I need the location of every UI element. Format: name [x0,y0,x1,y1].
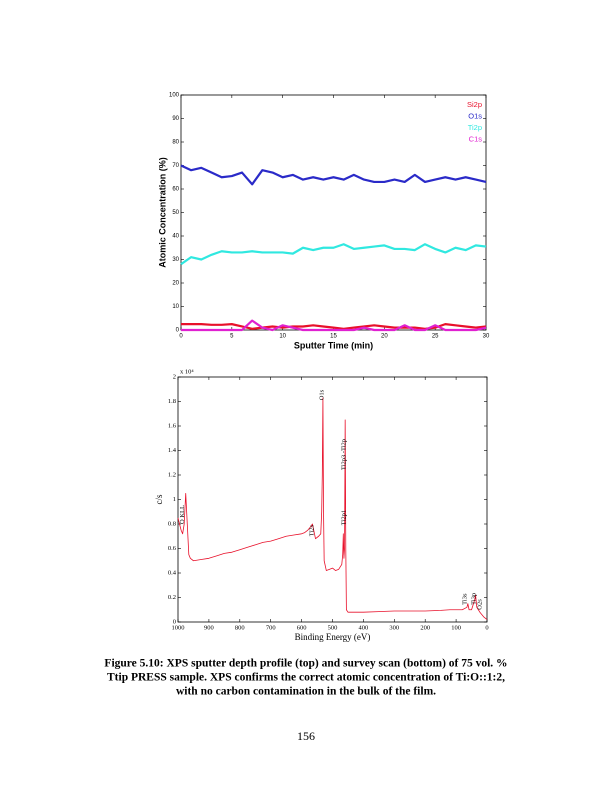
y-tick-label: 0.2 [168,594,176,601]
x-tick-label: 30 [483,334,490,340]
data-line [177,397,488,620]
y-tick-label: 1 [173,496,176,503]
legend-label: Ti2p [468,123,482,132]
data-line [180,164,487,186]
axis-multiplier: x 10⁴ [180,368,194,375]
x-tick-label: 10 [279,334,286,340]
y-tick-label: 0 [173,618,176,625]
caption-line: with no carbon contamination in the bulk… [176,686,436,698]
x-tick-label: 20 [381,334,388,340]
y-tick-label: 1.6 [168,422,177,429]
y-tick-label: 0.4 [168,569,177,576]
data-line [181,323,487,330]
legend-label: C1s [469,134,483,143]
peak-label: O2s [476,599,483,610]
y-axis-label: c/s [154,494,164,504]
y-axis-label: Atomic Concentration (%) [157,157,167,268]
y-tick-label: 1.8 [168,398,176,405]
x-tick-label: 25 [432,334,439,340]
y-tick-label: 1.2 [168,471,176,478]
y-tick-label: 20 [172,281,179,287]
x-tick-label: 900 [204,624,214,631]
y-tick-label: 40 [172,234,179,240]
x-tick-label: 5 [230,334,234,340]
y-tick-label: 60 [172,187,179,193]
peak-label: Ti2s [309,524,316,536]
x-axis-label: Binding Energy (eV) [295,632,371,642]
y-tick-label: 30 [172,257,179,263]
caption-line: Figure 5.10: XPS sputter depth profile (… [104,658,507,670]
y-tick-label: 80 [172,140,179,146]
x-tick-label: 100 [451,624,461,631]
data-line [180,243,487,266]
x-tick-label: 300 [389,624,399,631]
peak-label: Ti2p3 -Ti2p [340,439,347,470]
y-tick-label: 0 [176,328,180,334]
y-tick-label: 0.8 [168,520,176,527]
x-tick-label: 0 [179,334,183,340]
y-tick-label: 0.6 [168,545,177,552]
y-tick-label: 50 [172,210,179,216]
x-tick-label: 600 [297,624,307,631]
peak-label: O KLL [179,505,186,524]
peak-label: Ti3s [462,593,469,605]
peak-label: Ti2p1 [340,510,347,525]
page-number: 156 [297,729,315,743]
x-axis-label: Sputter Time (min) [294,340,373,350]
x-tick-label: 500 [328,624,338,631]
legend-label: Si2p [467,100,482,109]
y-tick-label: 90 [172,116,179,122]
x-tick-label: 800 [235,624,245,631]
x-tick-label: 0 [485,624,488,631]
x-tick-label: 15 [330,334,337,340]
x-tick-label: 400 [359,624,369,631]
y-tick-label: 10 [172,304,179,310]
data-line [181,319,487,332]
x-tick-label: 1000 [172,624,185,631]
y-tick-label: 70 [172,163,179,169]
y-tick-label: 2 [173,373,176,380]
peak-label: Ti3p [471,593,478,605]
y-tick-label: 100 [169,93,180,99]
caption-line: Ttip PRESS sample. XPS confirms the corr… [107,672,505,684]
peak-label: O1s [318,389,325,400]
y-tick-label: 1.4 [168,447,177,454]
x-tick-label: 200 [420,624,430,631]
plot-frame [180,94,487,331]
x-tick-label: 700 [266,624,276,631]
legend-label: O1s [468,111,482,120]
plot-frame [177,376,488,623]
